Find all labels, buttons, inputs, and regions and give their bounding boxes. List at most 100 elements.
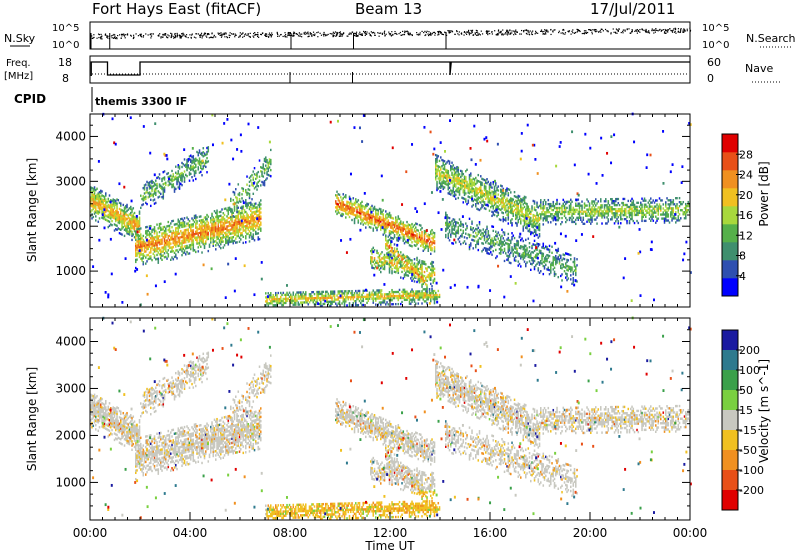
power-cell	[500, 184, 502, 187]
noise-point	[332, 34, 334, 37]
power-cell	[490, 181, 492, 185]
power-cell	[400, 251, 402, 254]
power-cell	[130, 207, 132, 211]
noise-point	[353, 34, 355, 37]
power-cell	[482, 194, 485, 197]
power-cell	[338, 193, 341, 196]
noise-point	[206, 34, 209, 36]
noise-point	[514, 32, 516, 34]
power-cell	[370, 206, 372, 209]
noise-point	[458, 31, 460, 33]
power-cell	[480, 195, 482, 198]
power-cell	[505, 198, 507, 202]
power-cell	[415, 292, 417, 295]
power-cell	[180, 224, 182, 227]
noise-point	[430, 33, 432, 36]
power-cell	[136, 229, 138, 232]
power-cell	[443, 166, 446, 169]
power-cell	[205, 226, 207, 229]
power-cell	[388, 291, 391, 294]
noise-point	[648, 30, 650, 32]
power-cell	[128, 223, 131, 226]
power-cell	[483, 193, 486, 196]
power-cell	[432, 281, 435, 284]
power-cell	[452, 176, 455, 179]
power-cell	[212, 240, 215, 243]
power-cell	[181, 249, 183, 253]
power-cell	[238, 212, 241, 215]
power-cell	[177, 218, 180, 221]
noise-point	[622, 32, 624, 34]
power-cell	[258, 207, 261, 210]
noise-point	[585, 31, 587, 33]
noise-point	[636, 28, 638, 31]
power-cell	[492, 213, 495, 216]
power-cell	[187, 160, 190, 163]
power-cell	[105, 202, 107, 205]
power-cell	[352, 203, 355, 206]
power-cell	[410, 302, 412, 305]
power-cell	[200, 233, 202, 236]
power-cell	[361, 208, 363, 212]
noise-point	[428, 33, 431, 36]
power-cell	[170, 174, 172, 177]
power-cell	[133, 236, 136, 239]
power-cell	[467, 201, 470, 204]
noise-point	[485, 32, 488, 34]
power-cell	[412, 235, 415, 238]
power-cell	[396, 261, 398, 264]
power-cell	[468, 181, 471, 185]
power-cell	[255, 226, 257, 230]
power-cell	[135, 266, 137, 270]
power-cell	[475, 188, 477, 192]
power-cell	[103, 215, 106, 219]
power-cell	[313, 292, 316, 296]
power-cell	[163, 245, 166, 249]
power-cell	[351, 204, 353, 208]
power-cell	[195, 232, 197, 235]
power-cell	[377, 211, 380, 214]
power-cell	[187, 218, 190, 221]
power-cell	[133, 211, 136, 215]
power-cell	[453, 176, 456, 180]
power-cell	[180, 248, 182, 251]
power-cell	[183, 231, 186, 234]
noise-point	[424, 30, 426, 33]
power-cell	[393, 290, 396, 294]
power-cell	[230, 240, 232, 243]
power-cell	[172, 183, 175, 186]
power-cell	[413, 227, 416, 231]
power-cell	[413, 238, 416, 241]
power-cell	[365, 212, 367, 215]
power-cell	[197, 234, 200, 237]
power-cell	[202, 232, 205, 236]
power-cell	[253, 204, 256, 208]
power-cell	[237, 220, 240, 224]
power-cell	[457, 170, 460, 173]
power-cell	[372, 297, 375, 300]
power-cell	[365, 204, 367, 207]
noise-point	[355, 31, 358, 33]
power-cell	[186, 244, 188, 248]
noise-point	[124, 37, 126, 39]
power-cell	[163, 225, 166, 229]
power-cell	[366, 210, 368, 214]
power-cell	[158, 191, 161, 194]
power-cell	[355, 216, 357, 219]
power-cell	[202, 220, 205, 224]
power-cell	[423, 231, 426, 235]
power-cell	[190, 168, 192, 172]
noise-point	[234, 33, 236, 35]
power-cell	[442, 175, 445, 178]
power-cell	[413, 300, 416, 303]
noise-point	[527, 29, 529, 32]
power-cell	[502, 205, 505, 209]
power-cell	[95, 188, 97, 192]
power-cell	[447, 180, 450, 183]
power-cell	[346, 206, 348, 210]
power-cell	[290, 299, 292, 302]
power-cell	[260, 170, 262, 173]
power-cell	[176, 172, 178, 176]
power-cell	[168, 228, 171, 231]
power-cell	[500, 202, 502, 206]
